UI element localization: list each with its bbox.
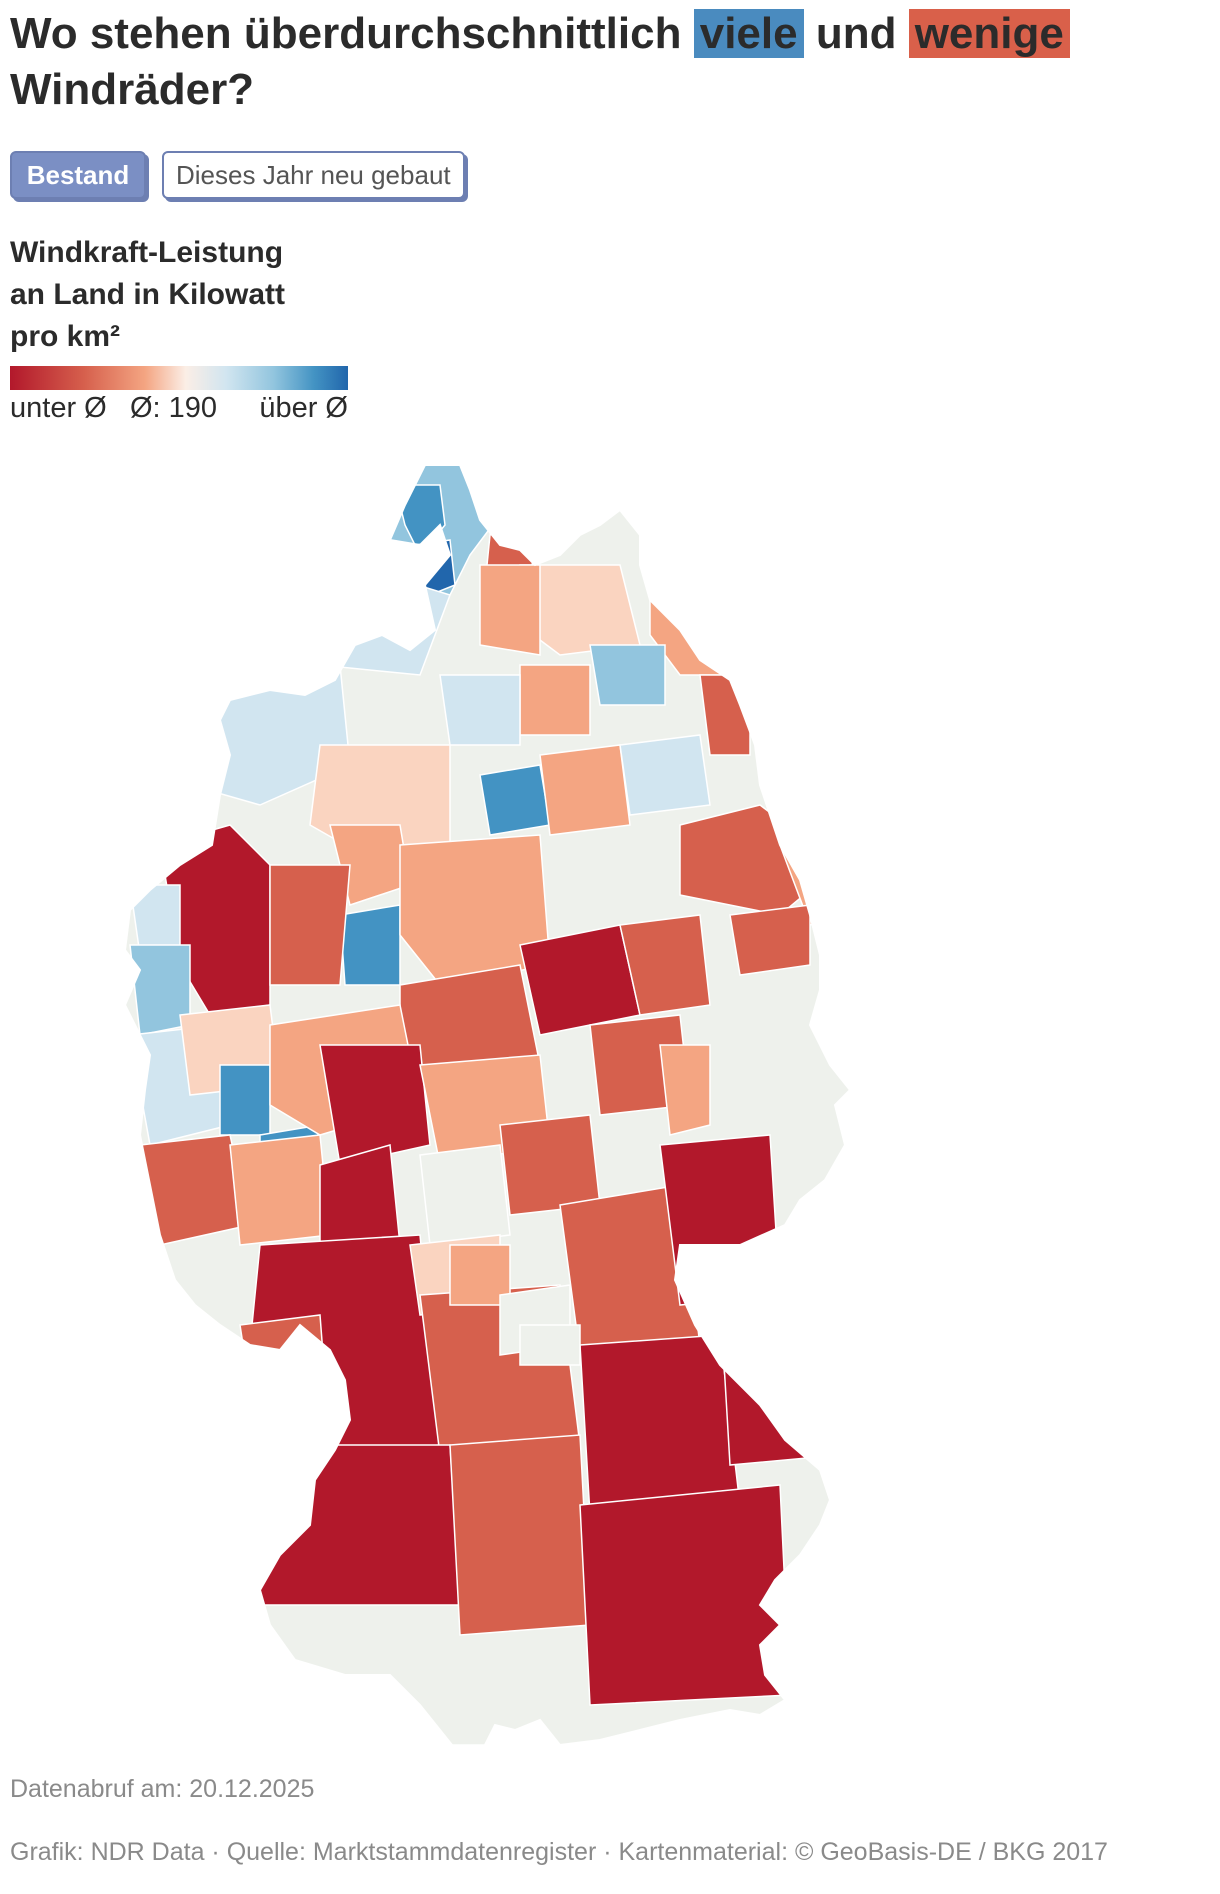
title-part1: Wo stehen überdurchschnittlich	[10, 9, 682, 58]
germany-outline	[123, 464, 852, 1745]
legend-color-scale	[10, 366, 348, 390]
district-hoexter	[339, 904, 401, 986]
district-thueringen-east	[619, 914, 711, 1016]
district-nwm	[479, 564, 541, 656]
district-anhalt	[539, 744, 631, 836]
district-unterfranken-east	[499, 1114, 601, 1216]
legend-title-line1: Windkraft-Leistung	[10, 236, 284, 269]
district-uckermark	[739, 614, 821, 726]
district-mecklenburgische-seenplatte	[649, 564, 771, 676]
data-date: Datenabruf am: 20.12.2025	[10, 1775, 315, 1803]
district-ulm	[519, 1324, 581, 1366]
district-lueneburg	[439, 674, 521, 746]
district-fills	[125, 465, 850, 1745]
chart-title: Wo stehen überdurchschnittlich viele und…	[10, 6, 1190, 118]
district-saechsische-schweiz	[729, 904, 811, 976]
district-dithmarschen	[414, 539, 456, 596]
district-prignitz	[589, 644, 666, 706]
legend-label-average: Ø: 190	[130, 392, 218, 424]
legend-title: Windkraft-Leistung an Land in Kilowatt p…	[10, 232, 350, 358]
district-spessart	[419, 1144, 511, 1246]
district-bodensee	[249, 1444, 461, 1606]
district-westerwald	[219, 1064, 271, 1136]
district-niederbayern	[719, 1284, 841, 1466]
district-harz	[479, 764, 551, 836]
legend-label-low: unter Ø	[10, 392, 107, 424]
legend-title-line3: pro km²	[10, 320, 121, 353]
district-pfalz	[229, 1134, 331, 1246]
district-emden	[219, 624, 251, 656]
district-allgaeu-west	[449, 1434, 591, 1636]
district-vorpommern	[639, 504, 751, 586]
title-highlight-high: viele	[693, 9, 804, 58]
district-vogtland	[659, 1044, 711, 1136]
legend-label-high: über Ø	[259, 392, 348, 424]
district-ostfriesland	[219, 589, 326, 661]
title-highlight-low: wenige	[908, 9, 1070, 58]
credits: Grafik: NDR Data · Quelle: Marktstammdat…	[10, 1838, 1108, 1866]
tab-neu-gebaut[interactable]: Dieses Jahr neu gebaut	[162, 151, 465, 199]
district-sauerland	[269, 864, 351, 986]
district-altmark	[519, 664, 591, 736]
view-tabs: Bestand Dieses Jahr neu gebaut	[10, 151, 465, 199]
district-lausitz	[679, 804, 842, 916]
germany-district-map	[123, 464, 852, 1745]
district-ortenau	[239, 1314, 331, 1456]
title-part2: Windräder?	[10, 65, 255, 114]
district-schwaben	[579, 1334, 741, 1516]
district-thueringen-west	[519, 924, 641, 1036]
district-rhein-main	[319, 1044, 431, 1166]
tab-bestand[interactable]: Bestand	[10, 151, 146, 199]
district-wittenberg	[619, 734, 711, 816]
district-oberbayern	[579, 1484, 791, 1706]
district-oberpfalz	[659, 1134, 781, 1306]
title-mid: und	[815, 9, 897, 58]
legend-title-line2: an Land in Kilowatt	[10, 278, 285, 311]
